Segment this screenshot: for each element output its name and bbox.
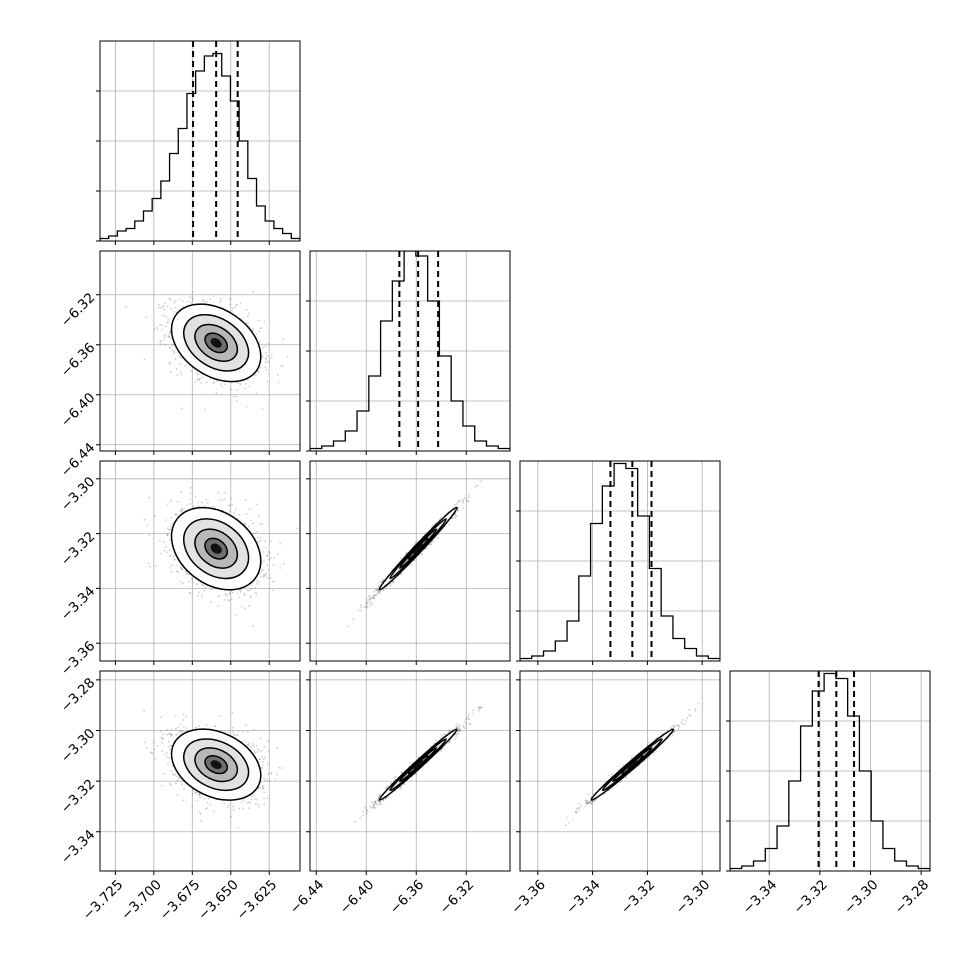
density-core	[413, 760, 424, 770]
x-tick-label: −3.725	[80, 877, 127, 924]
x-tick-label: −3.700	[118, 877, 165, 924]
scatter-panel-1-2	[306, 460, 511, 665]
x-tick-label: −3.30	[673, 877, 714, 918]
panel-frame	[309, 670, 511, 872]
panel-frame	[99, 40, 301, 242]
density-core	[210, 338, 222, 348]
histogram-panel-1	[306, 250, 511, 455]
x-tick-label: −6.36	[387, 877, 428, 918]
x-tick-label: −6.40	[337, 877, 378, 918]
scatter-panel-0-1: −6.44 −6.40 −6.36 −6.32	[58, 250, 301, 481]
panel-frame	[99, 250, 301, 452]
density-core	[210, 543, 222, 554]
x-tick-label: −3.36	[508, 877, 549, 918]
y-tick-label: −3.34	[58, 583, 99, 624]
y-tick-label: −3.28	[58, 675, 99, 716]
x-tick-label: −3.30	[841, 877, 882, 918]
x-tick-label: −3.34	[740, 877, 781, 918]
scatter-panel-2-3: −3.36 −3.34 −3.32 −3.30	[508, 670, 721, 918]
scatter-panel-0-2: −3.36 −3.34 −3.32 −3.30	[58, 460, 301, 679]
y-tick-label: −6.36	[58, 340, 99, 381]
x-tick-label: −3.28	[892, 877, 933, 918]
density-core	[413, 543, 424, 554]
y-tick-label: −6.44	[58, 440, 99, 481]
density-core	[210, 760, 222, 770]
y-tick-label: −3.32	[58, 776, 99, 817]
x-tick-label: −3.625	[234, 877, 281, 924]
scatter-panel-0-3: −3.34−3.32−3.30−3.28−3.725−3.700−3.675−3…	[58, 670, 301, 924]
panel-frame	[519, 460, 721, 662]
x-tick-label: −3.34	[563, 877, 604, 918]
x-tick-label: −6.44	[287, 877, 328, 918]
panel-frame	[99, 460, 301, 662]
histogram-line-1	[310, 251, 510, 451]
y-tick-label: −3.30	[58, 474, 99, 515]
x-tick-label: −3.650	[195, 877, 242, 924]
y-tick-label: −6.40	[58, 390, 99, 431]
histogram-line-3	[730, 672, 930, 871]
histogram-panel-2	[516, 460, 721, 665]
x-tick-label: −3.675	[157, 877, 204, 924]
y-tick-label: −3.36	[58, 638, 99, 679]
histogram-line-2	[520, 462, 720, 661]
x-tick-label: −3.32	[618, 877, 659, 918]
x-tick-label: −3.32	[790, 877, 831, 918]
y-tick-label: −3.30	[58, 726, 99, 767]
y-tick-label: −3.34	[58, 827, 99, 868]
histogram-line-0	[100, 52, 300, 241]
panel-frame	[99, 670, 301, 872]
density-core	[627, 760, 638, 770]
panel-frame	[519, 670, 721, 872]
histogram-panel-3: −3.34 −3.32 −3.30 −3.28	[726, 670, 933, 918]
y-tick-label: −3.32	[58, 529, 99, 570]
y-tick-label: −6.32	[58, 290, 99, 331]
panel-frame	[729, 670, 931, 872]
panel-frame	[309, 250, 511, 452]
scatter-panel-1-3: −6.44 −6.40 −6.36 −6.32	[287, 670, 511, 918]
panel-frame	[309, 460, 511, 662]
histogram-panel-0	[96, 40, 301, 245]
x-tick-label: −6.32	[437, 877, 478, 918]
